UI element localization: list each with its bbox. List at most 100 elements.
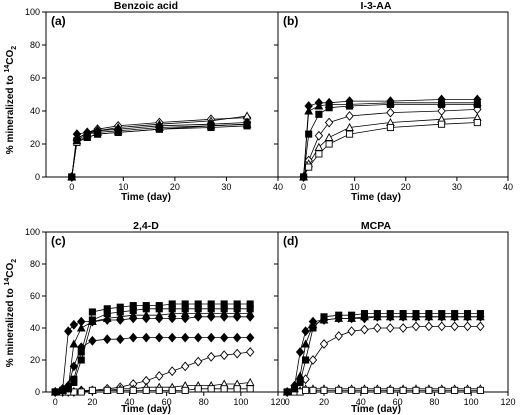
panel-d-series-3-point <box>283 388 291 396</box>
y-label-main: % mineralized to <box>5 73 16 155</box>
panel-d-series-1-point <box>301 326 310 337</box>
panel-c-series-5-point <box>246 305 254 313</box>
panel-c-series-8-point <box>129 386 137 394</box>
panel-b-series-6-point <box>346 130 354 138</box>
panel-c-series-5-point <box>116 308 124 316</box>
y-label-sub: 2 <box>11 259 18 263</box>
panel-b-series-6-point <box>473 118 481 127</box>
panel-b-series-3-point <box>325 104 333 112</box>
panel-c-series-6-point <box>232 348 242 359</box>
panel-c-series-1-point <box>69 319 79 330</box>
panel-c-series-3-point <box>69 339 79 348</box>
panel-a-series-3-point <box>68 173 76 181</box>
panel-c-series-3-point <box>76 323 86 332</box>
panel-d-series-3-point <box>425 310 433 318</box>
panel-c-y-tick-label: 80 <box>30 259 40 269</box>
panel-c-series-6-point <box>219 350 229 361</box>
panel-c-series-3-point <box>232 309 242 318</box>
panel-c-series-4-point <box>77 348 85 356</box>
panel-d-series-3-point <box>291 385 299 393</box>
panel-d-series-6-point <box>320 386 328 394</box>
panel-d-series-3-point <box>296 378 304 386</box>
panel-c-letter: (c) <box>51 234 66 248</box>
panel-d-series-4-point <box>411 321 421 332</box>
panel-c-series-5-point <box>142 305 150 313</box>
panel-c-series-8-point <box>233 385 241 393</box>
panel-a-series-3-point <box>114 128 122 137</box>
panel-c-series-5-point <box>220 305 228 313</box>
panel-b-series-3-point <box>315 110 323 118</box>
panel-d-series-6-point <box>425 386 433 394</box>
panel-d-series-4-point <box>347 326 356 337</box>
panel-a-title: Benzoic acid <box>114 0 178 12</box>
panel-c-series-8-point <box>181 386 189 394</box>
panel-c-title: 2,4-D <box>133 220 159 232</box>
panel-c-series-5-point <box>103 310 111 318</box>
panel-a-x-tick-label: 40 <box>273 182 283 192</box>
panel-c-series-3-point <box>219 309 229 318</box>
panel-a-x-tick-label: 0 <box>69 182 74 192</box>
panel-c-series-5-point <box>155 305 163 313</box>
panel-b-series-3-point <box>473 100 481 108</box>
panel-d-series-3-point <box>335 311 343 319</box>
panel-b-series-5-point <box>314 142 324 151</box>
panel-d-series-3-point <box>451 310 459 318</box>
panel-d-series-6-point <box>463 386 472 394</box>
panel-b-x-tick-label: 20 <box>401 182 411 192</box>
panel-a-y-tick-label: 80 <box>30 40 40 50</box>
y-label-sup: 14 <box>4 278 11 286</box>
panel-d-title: MCPA <box>361 220 392 232</box>
panel-c-series-5-point <box>194 305 202 313</box>
panel-d-series-6-point <box>399 386 407 394</box>
panel-d-series-6-point <box>309 386 317 394</box>
panel-c-x-tick-label: 120 <box>270 397 285 407</box>
panel-b-series-6-point <box>315 150 323 158</box>
panel-a-series-3-point <box>83 133 91 141</box>
panel-c-x-tick-label: 20 <box>87 397 97 407</box>
y-axis-label-top: % mineralized to 14CO2 <box>4 46 18 154</box>
panel-c-series-6-point <box>168 366 177 377</box>
panel-b-x-tick-label: 40 <box>503 182 513 192</box>
panel-b-letter: (b) <box>283 14 298 28</box>
panel-c-series-5-point <box>233 305 241 313</box>
panel-c-series-5-point <box>51 388 59 396</box>
panel-c-series-8-point <box>77 388 85 396</box>
panel-b-series-4-point <box>324 117 334 128</box>
panel-d-series-4-point <box>373 323 382 333</box>
y-label-tail: CO <box>5 262 16 277</box>
panel-d-series-3-point <box>412 310 420 318</box>
panel-c-series-2-point <box>69 361 79 372</box>
panel-d-series-3-point <box>476 310 484 318</box>
panel-c-series-2-point <box>181 332 190 343</box>
panel-d-x-label: Time (day) <box>351 404 401 415</box>
panel-c-series-8-point <box>246 385 254 393</box>
panel-c-series-6-point <box>155 371 164 381</box>
panel-d-series-4-point <box>463 321 472 332</box>
panel-d-series-2-point <box>301 339 310 348</box>
panel-d-series-6-point <box>360 386 369 394</box>
panel-a-y-tick-label: 100 <box>25 7 40 17</box>
panel-c-series-3-point <box>102 313 112 322</box>
panel-c-series-3-point <box>167 309 177 318</box>
y-label-tail: CO <box>5 49 16 64</box>
panel-a-y-tick-label: 60 <box>30 73 40 83</box>
panel-a-x-label: Time (day) <box>121 192 171 203</box>
panel-d-series-3-point <box>373 310 381 318</box>
panel-c-y-tick-label: 100 <box>25 227 40 237</box>
panel-b-series-3-point <box>346 102 354 110</box>
panel-d-series-4-point <box>450 321 459 332</box>
panel-c-series-3-point <box>206 309 216 318</box>
panel-c-series-3-point <box>141 310 151 319</box>
panel-d-letter: (d) <box>283 234 298 248</box>
panel-c-series-8-point <box>207 385 215 393</box>
panel-d-series-6-point <box>348 386 356 394</box>
panel-b-series-2-point <box>314 101 324 110</box>
panel-a-series-3-point <box>207 123 215 132</box>
panel-b-series-6-point <box>438 120 446 128</box>
panel-b-series-6-point <box>305 163 313 171</box>
panel-c-series-8-point <box>103 386 111 394</box>
panel-c-x-tick-label: 40 <box>125 397 135 407</box>
panel-c-series-2-point <box>245 332 255 343</box>
panel-c-series-6-point <box>193 356 203 367</box>
panel-c-series-3-point <box>180 309 190 318</box>
